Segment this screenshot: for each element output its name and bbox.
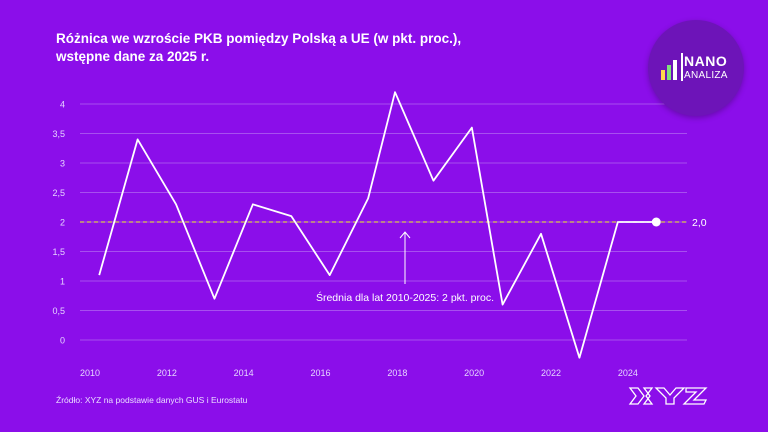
y-tick-label: 1 bbox=[60, 277, 65, 287]
y-tick-label: 0,5 bbox=[52, 306, 65, 316]
y-tick-label: 3,5 bbox=[52, 129, 65, 139]
chart-title-line1: Różnica we wzroście PKB pomiędzy Polską … bbox=[56, 31, 462, 46]
chart-title: Różnica we wzroście PKB pomiędzy Polską … bbox=[56, 30, 461, 66]
logo-analiza-text: ANALIZA bbox=[684, 70, 728, 81]
x-tick-label: 2010 bbox=[80, 368, 100, 378]
grid-lines bbox=[80, 103, 687, 341]
y-tick-label: 0 bbox=[60, 336, 65, 346]
x-tick-label: 2014 bbox=[234, 368, 254, 378]
x-tick-label: 2020 bbox=[464, 368, 484, 378]
y-tick-label: 1,5 bbox=[52, 247, 65, 257]
x-tick-label: 2016 bbox=[310, 368, 330, 378]
bar-chart-icon bbox=[661, 60, 677, 80]
x-tick-label: 2022 bbox=[541, 368, 561, 378]
nanoanaliza-logo: NANO ANALIZA bbox=[648, 20, 744, 116]
x-tick-label: 2018 bbox=[387, 368, 407, 378]
last-value-marker bbox=[651, 217, 661, 227]
series-line bbox=[98, 91, 657, 359]
xyz-logo-icon bbox=[628, 387, 708, 405]
x-axis-ticks: 2010 2012 2014 2016 2018 2020 2022 2024 bbox=[80, 368, 638, 378]
logo-nano-text: NANO bbox=[684, 53, 728, 69]
y-axis-ticks: 4 3,5 3 2,5 2 1,5 1 0,5 0 bbox=[52, 100, 65, 346]
y-tick-label: 2 bbox=[60, 218, 65, 228]
last-value-label: 2,0 bbox=[692, 217, 707, 229]
y-tick-label: 4 bbox=[60, 100, 65, 110]
average-arrow-head bbox=[399, 231, 411, 239]
average-label: Średnia dla lat 2010-2025: 2 pkt. proc. bbox=[316, 291, 494, 304]
source-note: Źródło: XYZ na podstawie danych GUS i Eu… bbox=[56, 395, 248, 405]
x-tick-label: 2012 bbox=[157, 368, 177, 378]
y-tick-label: 2,5 bbox=[52, 188, 65, 198]
x-tick-label: 2024 bbox=[618, 368, 638, 378]
logo-separator bbox=[681, 53, 683, 81]
chart-title-line2: wstępne dane za 2025 r. bbox=[56, 49, 210, 64]
y-tick-label: 3 bbox=[60, 159, 65, 169]
